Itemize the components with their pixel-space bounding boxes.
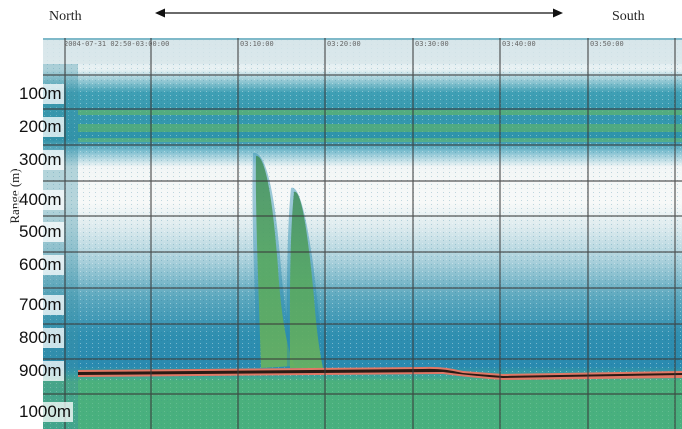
range-tick-label: 500m bbox=[17, 222, 64, 242]
echogram-image bbox=[43, 38, 682, 429]
range-tick-label: 700m bbox=[17, 295, 64, 315]
timestamp-label: 03:20:00 bbox=[327, 40, 361, 48]
timestamp-label: 03:10:00 bbox=[240, 40, 274, 48]
direction-arrow bbox=[155, 8, 563, 18]
range-tick-label: 600m bbox=[17, 255, 64, 275]
timestamp-label: 2004-07-31 02:50-03:00:00 bbox=[64, 40, 170, 48]
range-tick-label: 1000m bbox=[17, 402, 73, 422]
range-tick-label: 900m bbox=[17, 361, 64, 381]
timestamp-label: 03:50:00 bbox=[590, 40, 624, 48]
north-label: North bbox=[49, 9, 82, 24]
range-tick-label: 400m bbox=[17, 190, 64, 210]
range-tick-label: 800m bbox=[17, 328, 64, 348]
south-label: South bbox=[612, 9, 645, 24]
range-tick-label: 200m bbox=[17, 117, 64, 137]
timestamp-label: 03:30:00 bbox=[415, 40, 449, 48]
range-tick-label: 300m bbox=[17, 150, 64, 170]
timestamp-label: 03:40:00 bbox=[502, 40, 536, 48]
range-tick-label: 100m bbox=[17, 84, 64, 104]
